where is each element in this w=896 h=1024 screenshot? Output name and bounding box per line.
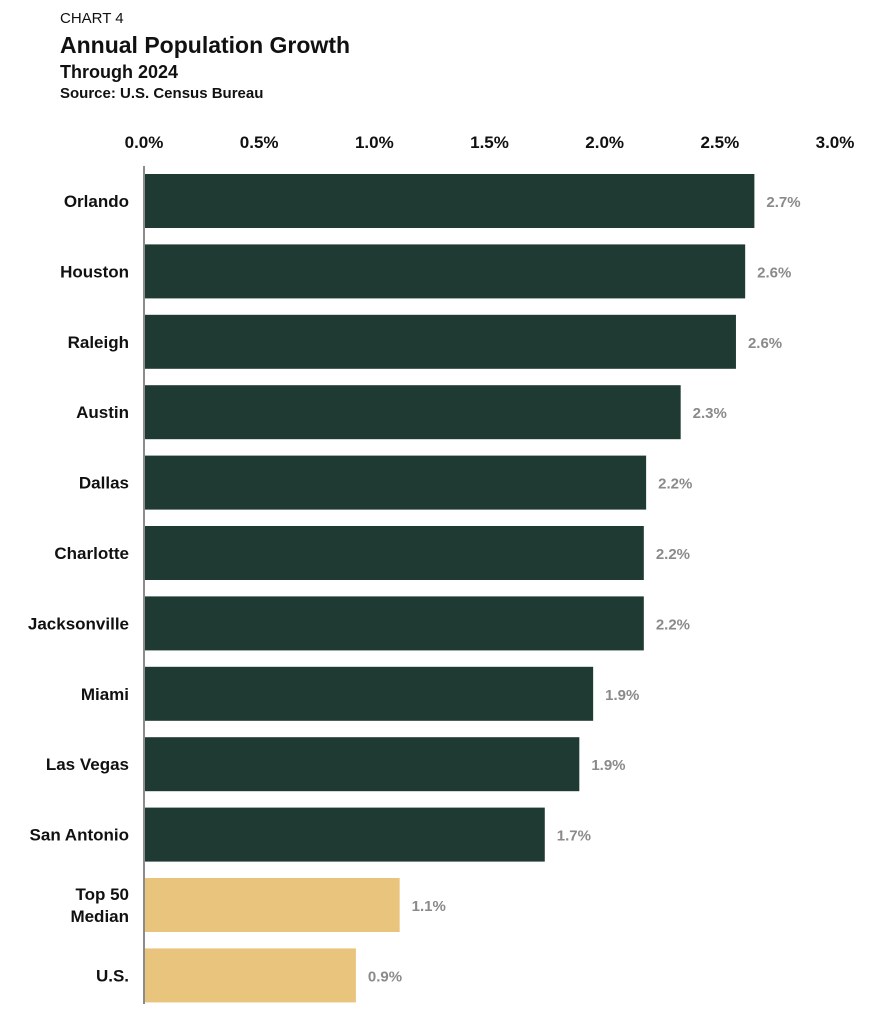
category-label-line: Top 50: [75, 885, 129, 904]
x-tick-label: 3.0%: [816, 133, 855, 152]
bar: [144, 948, 356, 1003]
category-label-line: U.S.: [96, 966, 129, 985]
x-tick-label: 1.0%: [355, 133, 394, 152]
value-label: 1.7%: [557, 828, 591, 845]
category-label: U.S.: [96, 966, 129, 985]
category-label: San Antonio: [30, 826, 129, 845]
bar: [144, 737, 580, 792]
value-label: 2.6%: [748, 335, 782, 352]
value-label: 2.2%: [656, 616, 690, 633]
category-label-line: Jacksonville: [28, 614, 129, 633]
bar: [144, 455, 647, 510]
value-labels: 2.7% 2.6% 2.6% 2.3% 2.2% 2.2% 2.2% 1.9% 1.9% 1.7%…: [368, 194, 801, 985]
category-label-line: San Antonio: [30, 826, 129, 845]
value-label: 2.2%: [656, 546, 690, 563]
value-label: 2.3%: [693, 405, 727, 422]
chart-header: CHART 4 Annual Population Growth Through…: [60, 10, 350, 104]
bar: [144, 878, 400, 932]
category-label-line: Austin: [76, 403, 129, 422]
category-label: Las Vegas: [46, 755, 129, 774]
category-label-line: Charlotte: [54, 544, 129, 563]
category-label: Jacksonville: [28, 614, 129, 633]
x-axis-ticks: 0.0% 0.5% 1.0% 1.5% 2.0% 2.5% 3.0%: [125, 133, 855, 152]
bar: [144, 526, 644, 580]
value-label: 0.9%: [368, 968, 402, 985]
category-label-line: Dallas: [79, 474, 129, 493]
category-label-line: Houston: [60, 262, 129, 281]
category-label: Top 50 Median: [70, 885, 129, 926]
category-label-line: Orlando: [64, 192, 129, 211]
category-label: Charlotte: [54, 544, 129, 563]
category-label: Orlando: [64, 192, 129, 211]
category-label: Miami: [81, 685, 129, 704]
category-label-line: Median: [70, 907, 129, 926]
x-tick-label: 0.0%: [125, 133, 164, 152]
chart-subtitle: Through 2024: [60, 62, 179, 82]
value-label: 1.1%: [412, 898, 446, 915]
chart-source: Source: U.S. Census Bureau: [60, 85, 264, 102]
bars: [144, 174, 755, 1003]
value-label: 1.9%: [605, 687, 639, 704]
bar: [144, 385, 681, 440]
category-label: Houston: [60, 262, 129, 281]
value-label: 2.7%: [766, 194, 800, 211]
value-label: 2.6%: [757, 264, 791, 281]
category-label-line: Miami: [81, 685, 129, 704]
bar: [144, 314, 736, 369]
x-tick-label: 2.5%: [700, 133, 739, 152]
category-label-line: Raleigh: [68, 333, 129, 352]
bar: [144, 807, 545, 862]
bar: [144, 666, 594, 721]
chart-eyebrow: CHART 4: [60, 10, 124, 27]
category-label: Austin: [76, 403, 129, 422]
chart-title: Annual Population Growth: [60, 32, 351, 58]
value-label: 1.9%: [591, 757, 625, 774]
value-label: 2.2%: [658, 476, 692, 493]
category-labels: Orlando Houston Raleigh Austin Dallas Charlot…: [28, 192, 129, 985]
category-label: Raleigh: [68, 333, 129, 352]
category-label: Dallas: [79, 474, 129, 493]
bar: [144, 596, 644, 651]
x-tick-label: 0.5%: [240, 133, 279, 152]
x-tick-label: 2.0%: [585, 133, 624, 152]
bar: [144, 244, 746, 299]
bar: [144, 174, 755, 228]
x-tick-label: 1.5%: [470, 133, 509, 152]
category-label-line: Las Vegas: [46, 755, 129, 774]
